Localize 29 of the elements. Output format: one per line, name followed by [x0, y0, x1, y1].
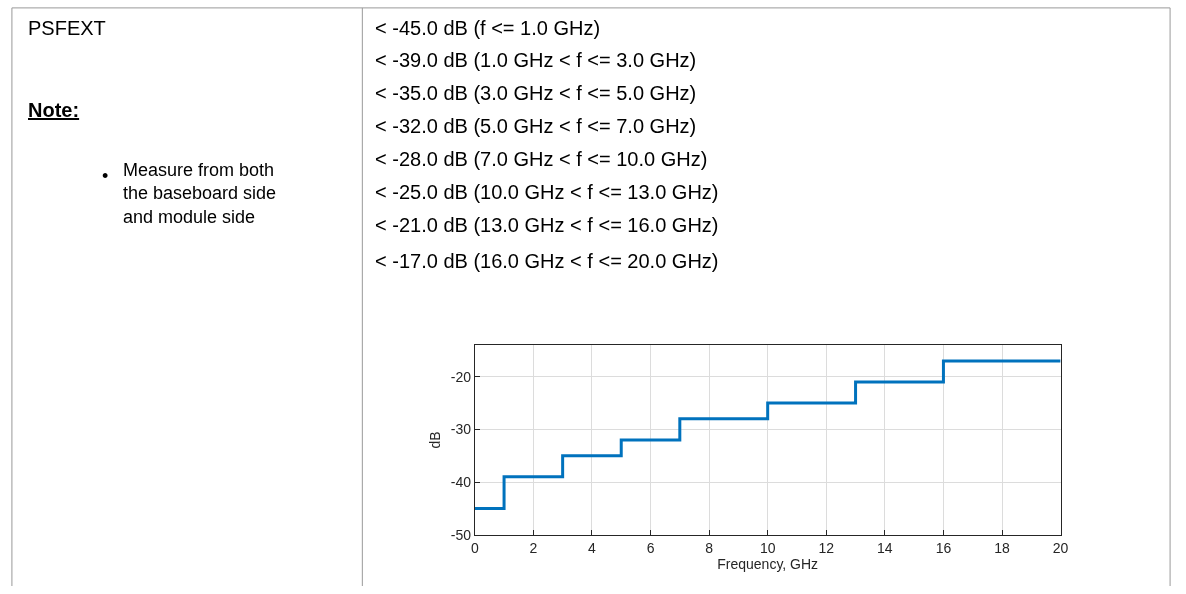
text: < -35.0 dB (3.0 GHz < f <= 5.0 GHz): [375, 82, 697, 104]
text: •: [102, 166, 109, 186]
x-tick-label: 18: [994, 539, 1011, 556]
x-tick-label: 4: [588, 539, 597, 556]
x-tick-label: 10: [759, 539, 776, 556]
text: < -32.0 dB (5.0 GHz < f <= 7.0 GHz): [375, 115, 697, 137]
x-tick-label: 0: [470, 539, 479, 556]
text: Note:: [28, 99, 80, 121]
x-tick-label: 12: [818, 539, 835, 556]
text: < -28.0 dB (7.0 GHz < f <= 10.0 GHz): [375, 148, 708, 170]
y-tick-label: -40: [450, 473, 472, 490]
text: < -39.0 dB (1.0 GHz < f <= 3.0 GHz): [375, 49, 697, 71]
x-tick-label: 6: [646, 539, 655, 556]
x-axis-title: Frequency, GHz: [717, 555, 819, 572]
y-tick-label: -20: [450, 368, 472, 385]
text: < -17.0 dB (16.0 GHz < f <= 20.0 GHz): [375, 250, 719, 272]
text: Measure from both the baseboard side and module side: [123, 160, 277, 227]
text: < -25.0 dB (10.0 GHz < f <= 13.0 GHz): [375, 181, 719, 203]
x-tick-label: 14: [877, 539, 893, 556]
text: PSFEXT: [28, 17, 106, 39]
x-tick-label: 20: [1052, 539, 1069, 556]
x-tick-label: 16: [935, 539, 952, 556]
y-tick-label: -50: [450, 526, 472, 543]
y-axis-title: dB: [427, 431, 444, 449]
text: < -21.0 dB (13.0 GHz < f <= 16.0 GHz): [375, 214, 719, 236]
x-tick-label: 8: [705, 539, 714, 556]
text: < -45.0 dB (f <= 1.0 GHz): [375, 17, 601, 39]
x-tick-label: 2: [529, 539, 538, 556]
y-tick-label: -30: [450, 421, 472, 438]
